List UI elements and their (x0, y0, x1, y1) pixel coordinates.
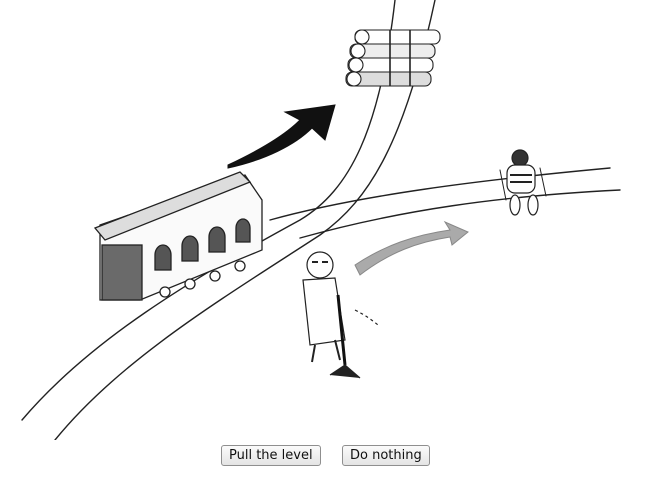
track-side-rail-outer (269, 167, 611, 221)
man-at-lever (302, 251, 379, 379)
track-main-rail-outer (21, 0, 396, 421)
trolley-direction-arrow (227, 104, 336, 169)
track-side-rail-inner (299, 189, 621, 239)
five-people-on-track (345, 29, 441, 87)
track-main-rail-inner (54, 0, 436, 440)
pull-lever-button[interactable]: Pull the level (221, 445, 321, 466)
one-person-on-track (506, 149, 539, 216)
do-nothing-button[interactable]: Do nothing (342, 445, 430, 466)
side-track-arrow (354, 220, 469, 276)
trolley (93, 171, 263, 301)
trolley-problem-illustration (21, 0, 621, 440)
